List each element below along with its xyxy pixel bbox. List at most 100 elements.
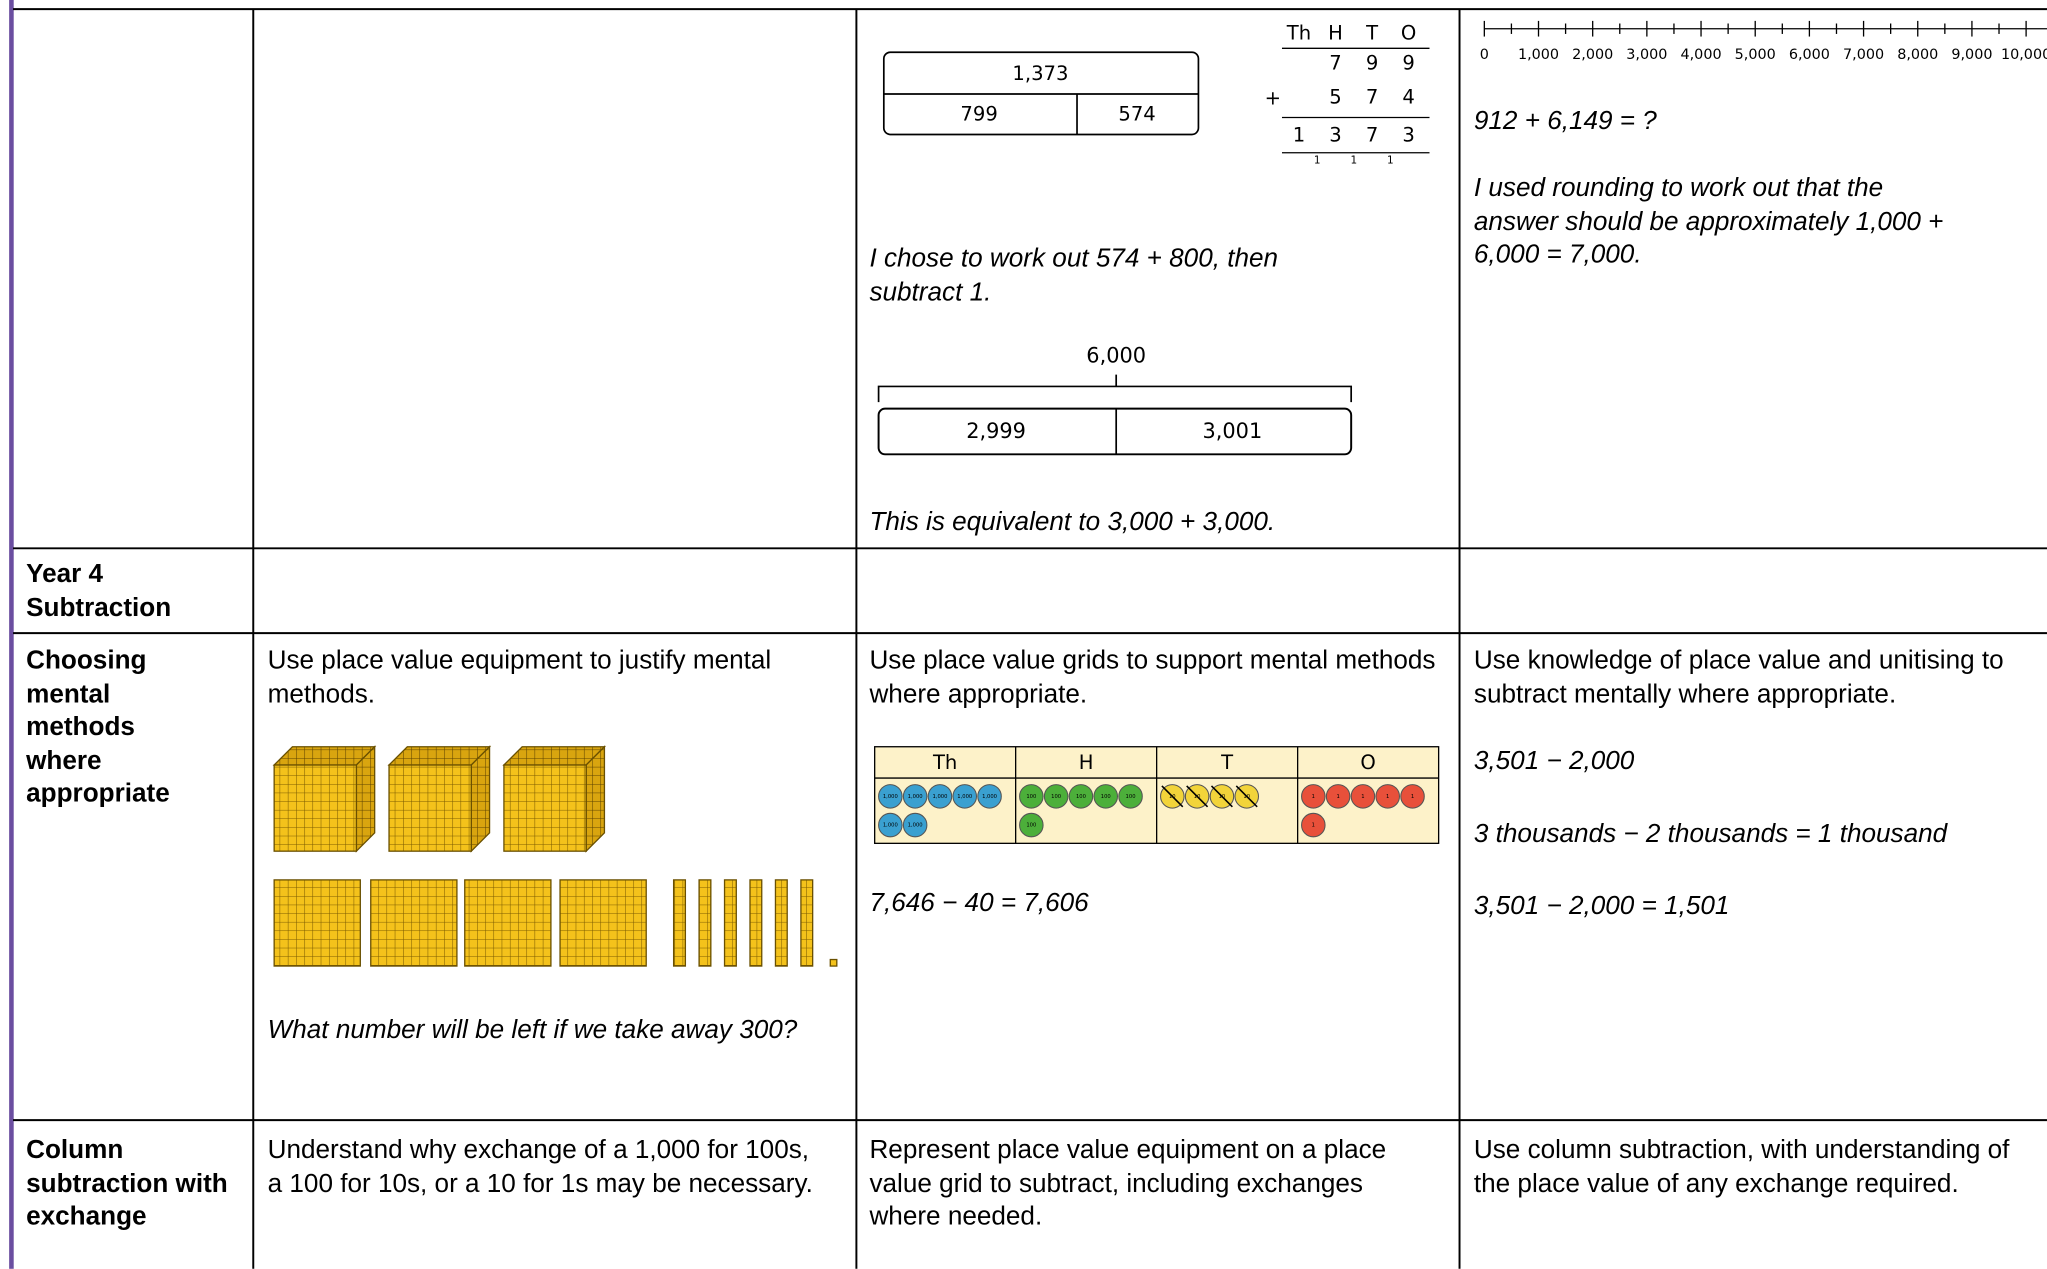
rule bbox=[1161, 785, 1184, 808]
brace bbox=[877, 374, 1353, 403]
ten-rod bbox=[800, 879, 814, 967]
counter bbox=[1301, 812, 1326, 838]
counter bbox=[878, 812, 903, 838]
number-line-label: 1,000 bbox=[1518, 47, 1559, 63]
counter-label: 1,000 bbox=[883, 794, 898, 800]
description: Understand why exchange of a 1,000 for 1… bbox=[267, 1135, 813, 1198]
number-line-label: 5,000 bbox=[1735, 47, 1776, 63]
counter-label: 1 bbox=[1386, 794, 1389, 800]
counter bbox=[1118, 784, 1143, 809]
digit: 7 bbox=[1366, 123, 1378, 146]
thousand-cube bbox=[585, 745, 606, 853]
bar-part: 799 bbox=[960, 102, 997, 125]
hundred-flat bbox=[464, 879, 552, 967]
description: Use knowledge of place value and unitisi… bbox=[1473, 646, 2004, 709]
number-line-label: 9,000 bbox=[1951, 47, 1992, 63]
counter bbox=[902, 784, 928, 809]
counter bbox=[927, 784, 953, 809]
counter bbox=[1019, 812, 1044, 838]
counter-label: 1,000 bbox=[908, 823, 923, 829]
description: Use place value equipment to justify men… bbox=[267, 646, 772, 709]
description: Use place value grids to support mental … bbox=[869, 646, 1436, 709]
bar-whole: 1,373 bbox=[1012, 62, 1068, 85]
equation: 3 thousands − 2 thousands = 1 thousand bbox=[1473, 819, 1948, 849]
carry: 1 bbox=[1387, 155, 1394, 167]
number-line-label: 4,000 bbox=[1680, 47, 1721, 63]
counter-label: 100 bbox=[1026, 823, 1036, 829]
counter bbox=[952, 784, 978, 809]
thousand-cube bbox=[355, 745, 376, 853]
bar-model bbox=[877, 407, 1353, 456]
number-line-label: 3,000 bbox=[1626, 47, 1667, 63]
counter-label: 1 bbox=[1312, 823, 1315, 829]
column-header: Th bbox=[1286, 21, 1311, 44]
thousand-cube bbox=[470, 745, 491, 853]
counter-label: 1,000 bbox=[883, 823, 898, 829]
rule bbox=[1186, 785, 1209, 808]
thousand-cube bbox=[388, 764, 472, 852]
counter-label: 100 bbox=[1026, 794, 1036, 800]
counter-label: 1 bbox=[1411, 794, 1414, 800]
bar-whole: 6,000 bbox=[1086, 343, 1146, 367]
counter bbox=[1400, 784, 1425, 809]
row-heading: Choosing mental methods where appropriat… bbox=[26, 646, 170, 809]
grid-header: O bbox=[1360, 751, 1375, 774]
carry: 1 bbox=[1350, 155, 1357, 167]
equation: 3,501 − 2,000 bbox=[1473, 746, 1635, 776]
counter-label: 100 bbox=[1051, 794, 1061, 800]
side-border bbox=[9, 0, 14, 1269]
operator: + bbox=[1265, 87, 1281, 110]
counter bbox=[1043, 784, 1069, 809]
counter-label: 1 bbox=[1361, 794, 1364, 800]
thousand-cube bbox=[503, 764, 587, 852]
counter-label: 100 bbox=[1076, 794, 1086, 800]
counter-label: 100 bbox=[1126, 794, 1136, 800]
number-line-label: 6,000 bbox=[1789, 47, 1830, 63]
bar-part: 2,999 bbox=[966, 419, 1026, 443]
grid-header: H bbox=[1079, 751, 1094, 774]
hundred-flat bbox=[273, 879, 361, 967]
equation: 3,501 − 2,000 = 1,501 bbox=[1473, 891, 1730, 921]
digit: 5 bbox=[1329, 85, 1341, 108]
counter bbox=[902, 812, 928, 838]
counter-label: 1,000 bbox=[957, 794, 972, 800]
counter-label: 1,000 bbox=[982, 794, 997, 800]
counter bbox=[1325, 784, 1351, 809]
rule bbox=[1235, 785, 1258, 808]
ten-rod bbox=[749, 879, 763, 967]
ten-rod bbox=[723, 879, 737, 967]
digit: 1 bbox=[1293, 123, 1305, 146]
question: 912 + 6,149 = ? bbox=[1473, 107, 1657, 136]
row-heading: Column subtraction with exchange bbox=[26, 1135, 228, 1232]
bar-part: 574 bbox=[1118, 102, 1155, 125]
counter-label: 1,000 bbox=[932, 794, 947, 800]
counter bbox=[1019, 784, 1044, 809]
counter-label: 1 bbox=[1336, 794, 1339, 800]
counter bbox=[1301, 784, 1326, 809]
number-line-label: 0 bbox=[1480, 47, 1489, 63]
digit: 7 bbox=[1329, 51, 1341, 74]
number-line-label: 8,000 bbox=[1897, 47, 1938, 63]
description: Represent place value equipment on a pla… bbox=[869, 1135, 1387, 1232]
counter bbox=[1375, 784, 1400, 809]
digit: 7 bbox=[1366, 85, 1378, 108]
description: Use column subtraction, with understandi… bbox=[1473, 1135, 2010, 1198]
number-line-label: 10,000 bbox=[2001, 47, 2047, 63]
column-header: H bbox=[1328, 21, 1343, 44]
hundred-flat bbox=[370, 879, 458, 967]
counter bbox=[1093, 784, 1119, 809]
row-heading: Year 4 Subtraction bbox=[26, 560, 172, 623]
counter bbox=[977, 784, 1002, 809]
table-lines bbox=[13, 8, 2047, 1269]
hundred-flat bbox=[559, 879, 647, 967]
explanation: I used rounding to work out that the ans… bbox=[1473, 173, 1944, 269]
digit: 9 bbox=[1402, 51, 1414, 74]
counter bbox=[1350, 784, 1376, 809]
counter-label: 100 bbox=[1101, 794, 1111, 800]
grid-header: T bbox=[1220, 751, 1234, 774]
ten-rod bbox=[698, 879, 712, 967]
bar-part: 3,001 bbox=[1202, 419, 1262, 443]
rule bbox=[1210, 785, 1233, 808]
